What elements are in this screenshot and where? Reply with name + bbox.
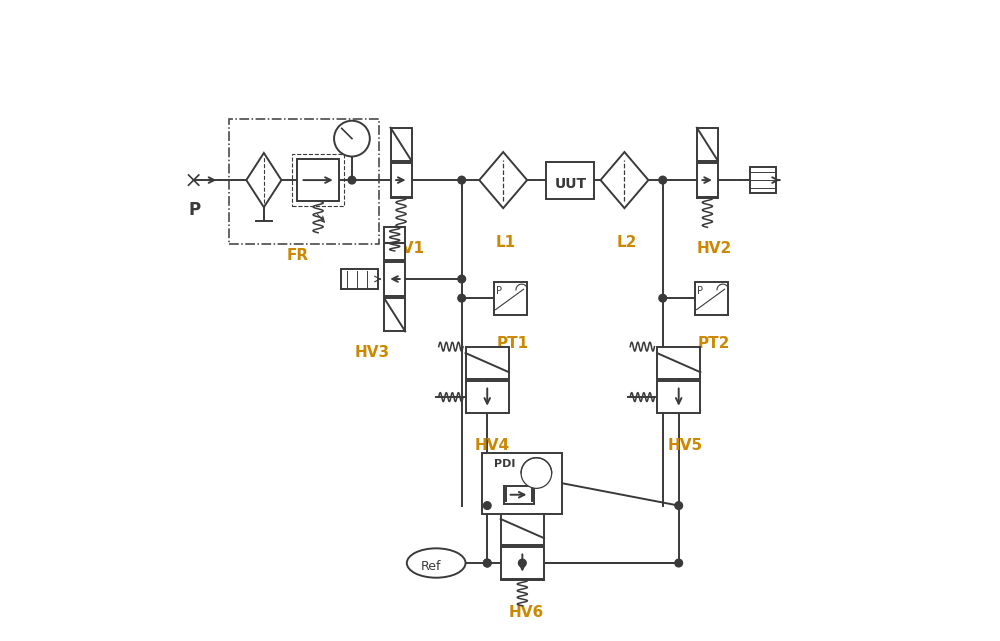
Text: L2: L2: [617, 235, 637, 250]
Bar: [482, 453, 562, 513]
Bar: [504, 486, 534, 504]
Circle shape: [675, 502, 683, 510]
Bar: [391, 163, 412, 197]
Bar: [466, 381, 509, 413]
Text: HV4: HV4: [474, 438, 510, 453]
Polygon shape: [246, 153, 281, 207]
Circle shape: [334, 121, 370, 156]
Text: HV6: HV6: [509, 605, 544, 620]
Bar: [750, 167, 776, 193]
Bar: [657, 381, 700, 413]
Bar: [501, 547, 544, 579]
Bar: [341, 269, 378, 289]
Circle shape: [458, 275, 466, 283]
Text: HV3: HV3: [354, 345, 390, 360]
Circle shape: [675, 559, 683, 567]
Circle shape: [458, 176, 466, 184]
Bar: [384, 262, 405, 296]
Bar: [695, 281, 728, 315]
Circle shape: [483, 559, 491, 567]
Bar: [494, 281, 527, 315]
Text: PT1: PT1: [497, 336, 529, 351]
Text: P: P: [697, 287, 703, 296]
Bar: [384, 227, 405, 260]
Circle shape: [521, 458, 552, 488]
Bar: [697, 163, 718, 197]
Circle shape: [519, 559, 526, 567]
Text: HV5: HV5: [667, 438, 702, 453]
Circle shape: [483, 502, 491, 510]
Bar: [292, 154, 344, 206]
Polygon shape: [601, 152, 648, 208]
Text: Ref: Ref: [421, 560, 441, 573]
Text: L1: L1: [496, 235, 516, 250]
Bar: [297, 160, 339, 201]
Text: P: P: [496, 287, 502, 296]
Text: PT2: PT2: [698, 336, 730, 351]
Polygon shape: [479, 152, 527, 208]
Text: HV2: HV2: [697, 242, 732, 256]
Circle shape: [348, 176, 356, 184]
Text: FR: FR: [286, 248, 308, 263]
Bar: [466, 347, 509, 379]
Bar: [697, 128, 718, 161]
Bar: [384, 298, 405, 331]
Bar: [546, 162, 594, 199]
Bar: [501, 513, 544, 544]
Text: HV1: HV1: [390, 242, 425, 256]
Text: UUT: UUT: [555, 178, 587, 192]
Circle shape: [458, 294, 466, 302]
Circle shape: [659, 294, 667, 302]
Ellipse shape: [407, 548, 466, 578]
Circle shape: [483, 559, 491, 567]
Circle shape: [659, 176, 667, 184]
Bar: [391, 128, 412, 161]
Text: P: P: [189, 201, 201, 219]
Bar: [657, 347, 700, 379]
Text: PDI: PDI: [494, 459, 515, 469]
